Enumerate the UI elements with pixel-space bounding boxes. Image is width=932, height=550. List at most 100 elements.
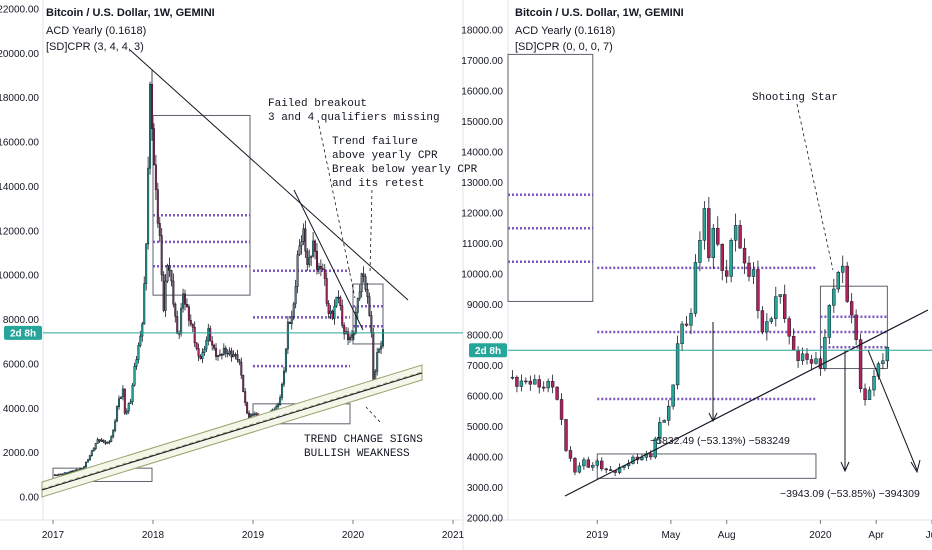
- right-candle-body: [555, 386, 559, 400]
- left-trend-lines: [41, 49, 423, 498]
- left-candle-body: [112, 430, 115, 437]
- right-x-tick-label: 2019: [586, 530, 609, 541]
- left-candle-body: [73, 470, 76, 472]
- left-candle-body: [55, 474, 58, 477]
- left-candle-body: [96, 439, 99, 444]
- right-annotation-shooting-star: Shooting Star: [752, 92, 838, 104]
- right-candle-body: [608, 469, 613, 471]
- left-candle-body: [304, 228, 307, 252]
- right-candle-body: [675, 343, 680, 386]
- left-candle-body: [189, 320, 192, 325]
- left-candle-body: [314, 240, 317, 252]
- left-candle-body: [92, 448, 95, 452]
- left-y-tick-label: 10000.00: [0, 271, 39, 282]
- right-candle-body: [841, 265, 845, 273]
- left-candle-body: [193, 327, 196, 344]
- right-measure-1: −5832.49 (−53.13%) −583249: [650, 435, 790, 447]
- left-candle-body: [380, 345, 383, 350]
- left-candle-body: [321, 268, 324, 270]
- left-candle-body: [370, 315, 373, 333]
- left-y-tick-label: 22000.00: [0, 5, 39, 16]
- left-x-tick-label: 2021: [442, 530, 465, 541]
- right-candle-body: [858, 339, 863, 389]
- left-candle-body: [71, 470, 74, 473]
- left-acd-range-box: [152, 114, 251, 296]
- right-acd-ranges: [507, 53, 888, 479]
- right-candle-body: [662, 420, 666, 423]
- left-candle-body: [151, 83, 153, 129]
- left-candle-body: [203, 348, 206, 353]
- left-candle-body: [137, 345, 140, 360]
- left-candle-body: [185, 304, 188, 307]
- right-candle-body: [586, 459, 591, 468]
- left-candle-body: [218, 354, 221, 356]
- left-candle-body: [226, 352, 229, 355]
- right-candle-body: [836, 272, 840, 290]
- left-candle-body: [234, 354, 237, 356]
- left-candle-body: [211, 340, 214, 346]
- left-candle-body: [343, 325, 346, 335]
- right-candle-body: [823, 337, 827, 369]
- chart-panel-left: 22000.00 20000.00 18000.00 16000.00 14000.00…: [0, 0, 478, 550]
- left-candle-body: [86, 459, 89, 463]
- right-candle-body: [519, 380, 524, 387]
- left-candle-body: [100, 439, 103, 442]
- left-candle-body: [94, 443, 97, 449]
- left-candle-body: [294, 286, 297, 305]
- left-candle-body: [174, 303, 177, 317]
- right-indicator-acd: ACD Yearly (0.1618): [515, 25, 615, 37]
- right-y-tick-label: 11000.00: [462, 239, 503, 250]
- left-candle-body: [125, 411, 128, 414]
- left-candle-body: [199, 355, 202, 359]
- right-candle-body: [604, 468, 608, 471]
- left-candle-body: [156, 189, 159, 224]
- right-y-tick-label: 3000.00: [467, 483, 504, 494]
- left-candle-body: [323, 269, 326, 279]
- left-candle-body: [238, 359, 241, 363]
- left-candle-body: [104, 441, 107, 444]
- left-candle-body: [57, 473, 60, 476]
- left-indicator-acd: ACD Yearly (0.1618): [46, 25, 146, 37]
- left-candle-body: [147, 167, 150, 245]
- right-y-tick-label: 9000.00: [467, 300, 504, 311]
- left-candle-body: [178, 333, 181, 335]
- left-candle-body: [339, 297, 342, 306]
- right-y-tick-label: 5000.00: [467, 422, 504, 433]
- right-candle-body: [591, 465, 595, 468]
- left-candle-body: [209, 328, 212, 342]
- right-cpr-levels: [508, 193, 888, 401]
- left-candle-body: [354, 312, 357, 334]
- left-candle-body: [172, 280, 175, 305]
- right-measure-2: −3943.09 (−53.85%) −394309: [780, 488, 920, 500]
- right-candle-body: [733, 225, 738, 241]
- left-candle-body: [308, 257, 311, 265]
- left-candle-body: [85, 461, 87, 468]
- left-candle-body: [182, 293, 185, 309]
- left-candle-body: [300, 241, 303, 247]
- right-candle-body: [707, 208, 711, 258]
- left-candle-body: [302, 228, 305, 242]
- right-candle-body: [600, 460, 604, 470]
- right-y-tick-label: 13000.00: [461, 178, 503, 189]
- left-candle-body: [232, 354, 235, 358]
- left-candle-body: [347, 331, 350, 341]
- right-candle-body: [640, 457, 644, 461]
- left-chart-title: Bitcoin / U.S. Dollar, 1W, GEMINI: [46, 7, 215, 19]
- left-candle-body: [114, 420, 117, 431]
- left-candle-body: [162, 274, 165, 311]
- right-candle-body: [568, 450, 573, 459]
- left-candle-body: [335, 296, 338, 307]
- left-candle-body: [333, 305, 336, 319]
- left-candle-body: [75, 469, 78, 471]
- right-candle-body: [809, 359, 814, 364]
- right-candle-body: [724, 270, 729, 277]
- left-candle-body: [154, 164, 157, 190]
- left-candle-body: [296, 254, 299, 287]
- right-y-tick-label: 18000.00: [461, 26, 503, 37]
- right-candle-body: [778, 294, 782, 297]
- left-candle-body: [160, 235, 163, 276]
- right-indicator-cpr: [SD]CPR (0, 0, 0, 7): [515, 41, 613, 53]
- left-candle-body: [366, 288, 369, 298]
- left-candle-body: [187, 306, 190, 321]
- right-y-tick-label: 14000.00: [461, 148, 503, 159]
